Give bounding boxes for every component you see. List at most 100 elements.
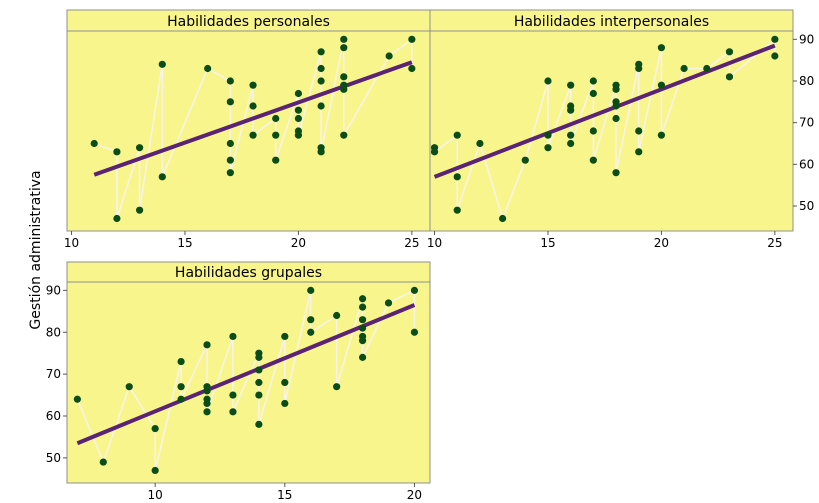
data-point xyxy=(203,408,211,416)
data-point xyxy=(453,173,461,181)
data-point xyxy=(294,114,303,123)
data-point xyxy=(340,35,348,43)
data-point xyxy=(358,324,367,332)
data-point xyxy=(317,64,325,73)
y-tick-label: 80 xyxy=(799,74,814,88)
chart-panel-3: Habilidades grupales 10 15 20 50 60 70 80 90 xyxy=(46,261,431,502)
data-point xyxy=(255,420,263,428)
data-point xyxy=(703,64,711,73)
data-point xyxy=(204,64,212,73)
data-point xyxy=(249,131,257,139)
data-point xyxy=(255,378,263,387)
data-point xyxy=(294,131,303,139)
data-point xyxy=(281,399,289,408)
data-point xyxy=(612,102,620,110)
data-point xyxy=(544,144,552,152)
data-point xyxy=(453,131,461,139)
regression-line xyxy=(433,43,776,179)
data-point xyxy=(136,144,144,152)
y-tick-label: 90 xyxy=(46,283,61,297)
data-point xyxy=(136,206,144,214)
data-point xyxy=(203,399,211,408)
data-point xyxy=(294,89,303,98)
data-point xyxy=(408,64,416,73)
data-point xyxy=(203,387,211,395)
data-point xyxy=(229,332,237,341)
panel-strip xyxy=(429,9,794,32)
data-point xyxy=(499,214,507,223)
data-point xyxy=(358,295,367,303)
data-point xyxy=(272,114,280,123)
data-point xyxy=(317,77,325,85)
x-tick-label: 15 xyxy=(540,236,555,250)
data-point xyxy=(158,173,166,181)
data-point xyxy=(589,156,597,164)
data-point xyxy=(358,353,367,361)
data-point xyxy=(725,48,734,56)
data-point xyxy=(657,44,666,52)
data-point xyxy=(272,156,280,164)
x-tick-label: 15 xyxy=(277,488,292,502)
data-point xyxy=(589,89,597,98)
y-tick-label: 90 xyxy=(799,32,814,46)
y-tick-label: 70 xyxy=(799,116,814,130)
data-point xyxy=(226,156,234,164)
x-tick-label: 20 xyxy=(654,236,669,250)
data-point xyxy=(229,391,237,399)
panel-strip xyxy=(66,261,431,283)
data-point xyxy=(567,81,575,89)
data-point xyxy=(307,316,315,324)
data-point xyxy=(612,114,620,123)
data-point xyxy=(340,44,348,52)
data-point xyxy=(125,383,133,391)
data-point xyxy=(453,206,461,214)
data-point xyxy=(340,131,348,139)
data-point xyxy=(151,466,159,475)
x-tick-label: 25 xyxy=(404,236,419,250)
data-point xyxy=(249,81,257,89)
data-point xyxy=(226,77,234,85)
data-point xyxy=(317,48,325,56)
data-point xyxy=(385,52,393,60)
data-point xyxy=(203,341,211,349)
data-point xyxy=(430,148,439,156)
data-point xyxy=(333,383,341,391)
panel-title: Habilidades grupales xyxy=(175,265,322,281)
data-point xyxy=(358,303,367,311)
data-point xyxy=(567,139,575,148)
plot-area xyxy=(66,30,431,232)
y-axis-label: Gestión administrativa xyxy=(28,170,44,329)
data-point xyxy=(589,77,597,85)
data-point xyxy=(680,64,688,73)
data-point xyxy=(307,286,315,294)
panel-title: Habilidades interpersonales xyxy=(514,14,709,30)
data-point xyxy=(272,131,280,139)
x-tick-label: 10 xyxy=(148,488,163,502)
data-point xyxy=(317,102,325,110)
x-tick-label: 10 xyxy=(64,236,79,250)
data-point xyxy=(294,106,303,114)
data-point xyxy=(521,156,529,164)
data-point xyxy=(340,85,348,93)
y-tick-label: 60 xyxy=(46,409,61,423)
x-tick-label: 15 xyxy=(177,236,192,250)
regression-line xyxy=(93,60,413,177)
data-point xyxy=(229,408,237,416)
data-point xyxy=(771,35,779,43)
data-point xyxy=(113,148,121,156)
data-point xyxy=(99,458,107,466)
data-point xyxy=(635,127,643,135)
data-point xyxy=(771,52,779,60)
x-tick-label: 20 xyxy=(291,236,306,250)
data-point xyxy=(476,139,484,148)
data-point xyxy=(73,395,81,403)
y-tick-label: 80 xyxy=(46,325,61,339)
panel-title: Habilidades personales xyxy=(167,14,330,30)
data-point xyxy=(358,337,367,345)
data-point xyxy=(657,131,666,139)
y-tick-label: 60 xyxy=(799,157,814,171)
data-point xyxy=(226,98,234,106)
data-point xyxy=(226,139,234,148)
data-point xyxy=(635,148,643,156)
data-point xyxy=(249,102,257,110)
